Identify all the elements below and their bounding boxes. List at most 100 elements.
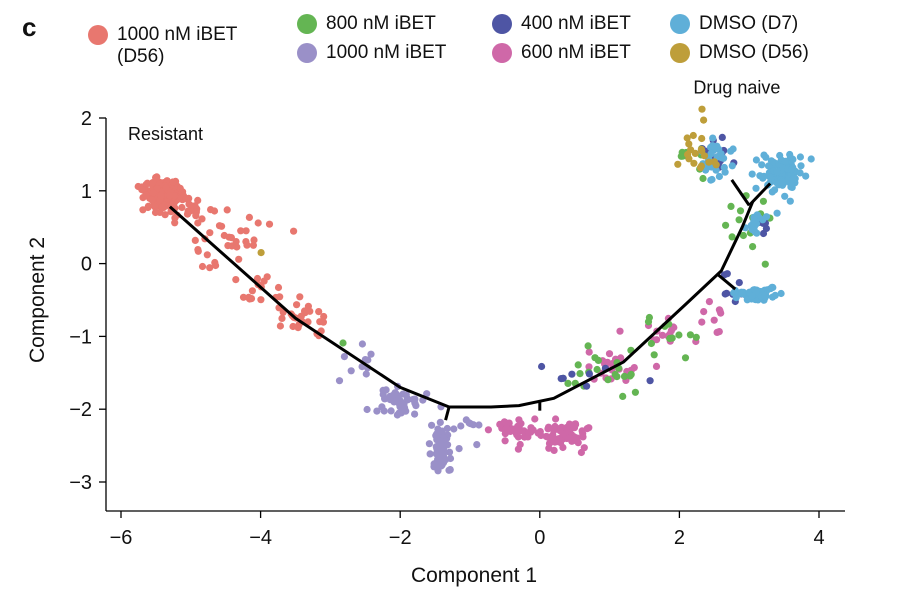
data-point <box>411 399 419 407</box>
annotation-drug-naive: Drug naive <box>693 77 780 97</box>
data-point <box>439 451 447 459</box>
data-point <box>759 216 767 224</box>
data-point <box>433 430 441 438</box>
data-point <box>603 358 612 366</box>
data-point <box>807 155 815 163</box>
data-point <box>445 466 453 474</box>
legend-item-600nm: 600 nM iBET <box>492 42 631 64</box>
data-point <box>443 424 451 433</box>
data-point <box>576 370 584 378</box>
data-point <box>243 241 251 249</box>
data-point <box>549 436 557 444</box>
data-point <box>573 434 581 442</box>
series-1000-nm-ibet <box>335 340 509 475</box>
data-point <box>557 375 565 383</box>
data-point <box>585 370 594 378</box>
data-point <box>423 390 431 398</box>
data-point <box>198 262 207 271</box>
data-point <box>750 213 758 221</box>
y-tick-label: −1 <box>69 326 92 348</box>
data-point <box>194 246 202 254</box>
data-point <box>138 186 146 194</box>
data-point <box>428 421 436 429</box>
data-point <box>450 425 458 433</box>
data-point <box>358 340 366 348</box>
data-point <box>166 191 174 200</box>
data-point <box>705 158 713 166</box>
data-point <box>718 133 726 141</box>
data-point <box>537 431 545 440</box>
data-point <box>759 174 767 182</box>
data-point <box>425 440 433 448</box>
data-point <box>296 293 304 301</box>
data-point <box>781 157 790 165</box>
data-point <box>194 219 202 227</box>
data-point <box>395 409 403 417</box>
data-point <box>769 293 777 301</box>
data-point <box>796 169 804 177</box>
legend-label: 1000 nM iBET (D56) <box>117 24 238 67</box>
data-point <box>689 131 697 140</box>
legend-label: 1000 nM iBET <box>326 42 447 63</box>
data-point <box>149 179 157 187</box>
data-point <box>550 426 558 435</box>
data-point <box>143 179 151 187</box>
data-point <box>585 348 593 356</box>
data-point <box>700 116 708 124</box>
data-point <box>749 243 757 251</box>
trajectory-branch <box>444 406 451 421</box>
data-point <box>797 162 805 170</box>
trajectory-branch <box>730 179 751 207</box>
data-point <box>748 292 756 300</box>
data-point <box>278 314 286 322</box>
data-point <box>158 203 166 211</box>
x-tick-label: −6 <box>110 527 133 549</box>
data-point <box>715 306 724 314</box>
data-point <box>182 195 190 203</box>
legend-label: DMSO (D7) <box>699 13 799 34</box>
legend-label: DMSO (D56) <box>699 42 809 63</box>
data-point <box>437 437 445 445</box>
y-axis-label: Component 2 <box>26 237 49 363</box>
data-point <box>433 445 441 453</box>
data-point <box>685 155 693 163</box>
data-point <box>171 219 179 227</box>
data-point <box>758 161 766 169</box>
data-point <box>674 160 682 168</box>
data-point <box>700 152 709 160</box>
data-point <box>723 270 731 278</box>
data-point <box>315 308 323 316</box>
data-point <box>722 221 730 229</box>
data-point <box>545 444 553 452</box>
trajectory-path <box>168 201 755 409</box>
data-point <box>403 394 411 403</box>
x-tick-label: 2 <box>674 527 685 549</box>
data-point <box>594 356 603 364</box>
data-point <box>761 260 769 268</box>
data-point <box>762 224 771 233</box>
y-tick-label: −3 <box>69 472 92 494</box>
data-point <box>692 333 700 341</box>
data-point <box>715 172 724 181</box>
data-point <box>605 350 614 358</box>
data-point <box>721 290 729 298</box>
data-point <box>224 242 232 250</box>
data-point <box>339 339 347 347</box>
y-tick-label: 2 <box>81 108 92 130</box>
x-tick-label: 0 <box>534 527 545 549</box>
data-point <box>500 418 508 426</box>
data-point <box>552 415 560 423</box>
x-axis-label: Component 1 <box>411 564 537 587</box>
data-point <box>203 251 211 259</box>
x-tick-label: −2 <box>389 527 412 549</box>
data-point <box>426 450 434 458</box>
data-point <box>738 290 747 298</box>
data-point <box>162 183 170 192</box>
data-point <box>739 231 748 240</box>
data-point <box>545 423 553 431</box>
data-point <box>161 211 169 219</box>
data-point <box>748 226 756 234</box>
data-point <box>254 219 262 227</box>
data-point <box>192 212 200 220</box>
data-point <box>631 388 640 396</box>
